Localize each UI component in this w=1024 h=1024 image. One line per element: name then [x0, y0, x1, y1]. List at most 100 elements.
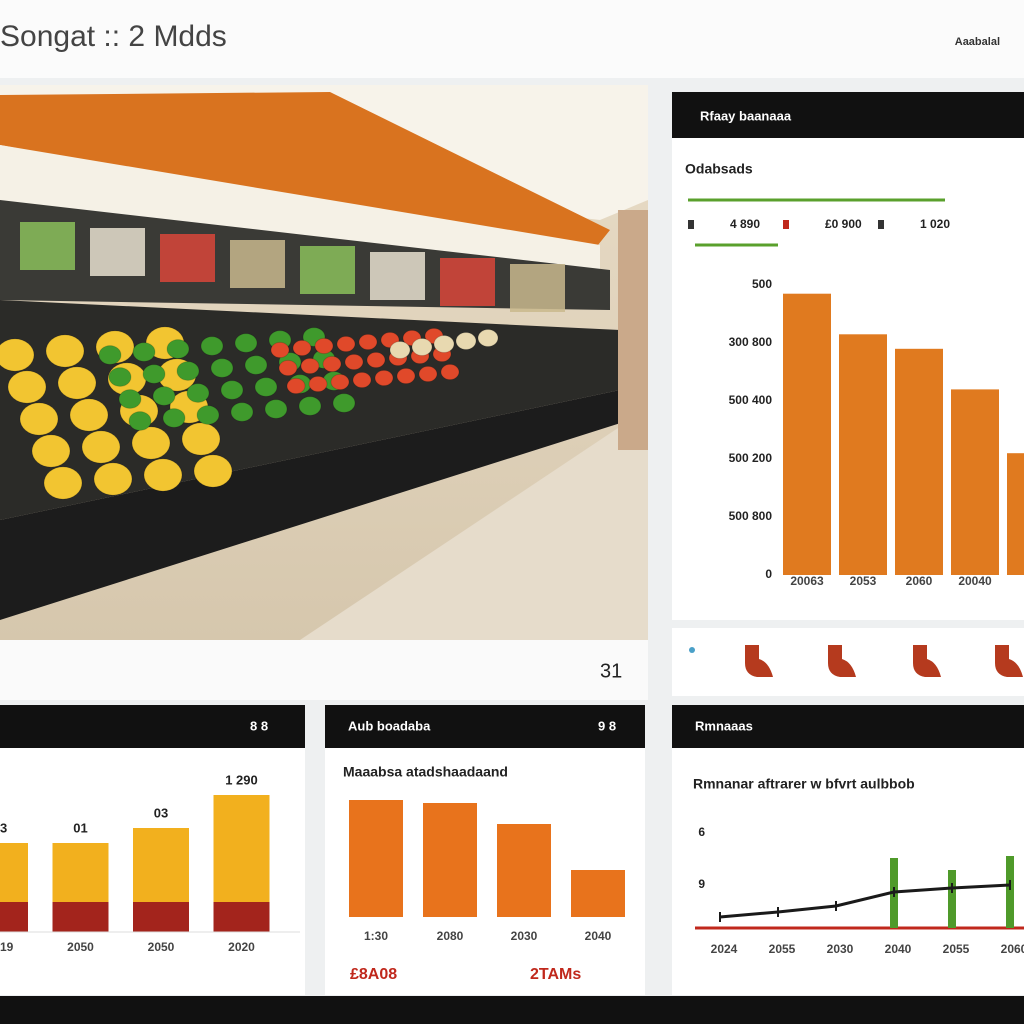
bar-segment	[133, 828, 189, 902]
icon	[995, 645, 1023, 677]
produce	[45, 334, 85, 368]
icon-row	[672, 628, 1024, 696]
store-photo	[0, 85, 648, 640]
panel-header	[0, 705, 305, 748]
photo-caption: 31	[600, 660, 622, 682]
produce	[200, 336, 224, 356]
produce	[0, 338, 35, 372]
produce	[332, 393, 356, 413]
panel-title: Rmnaaas	[695, 718, 753, 733]
bar	[951, 389, 999, 575]
produce	[131, 426, 171, 460]
shelf-item	[20, 222, 75, 270]
bar-annotation: 03	[154, 805, 168, 820]
produce	[19, 402, 59, 436]
produce	[81, 430, 121, 464]
panel-value: 8 8	[250, 718, 268, 733]
orange-band	[0, 92, 610, 255]
produce	[433, 335, 455, 353]
bar-segment	[0, 902, 28, 932]
x-tick-label: 2053	[850, 574, 877, 588]
produce	[440, 363, 460, 381]
x-tick-label: 2020	[228, 940, 255, 954]
produce	[186, 383, 210, 403]
x-tick-label: 2040	[885, 942, 912, 956]
bar	[783, 293, 831, 575]
y-tick-label: 500 200	[729, 451, 773, 465]
x-tick-label: 2055	[943, 942, 970, 956]
y-tick-label: 300 800	[729, 335, 773, 349]
bar-segment	[213, 902, 270, 932]
bar	[895, 348, 943, 575]
shelf-item	[160, 234, 215, 282]
counter-edge	[0, 390, 630, 620]
footer-value: £8A08	[350, 966, 397, 983]
x-tick-label: 2080	[437, 929, 464, 943]
produce	[181, 422, 221, 456]
shelf-item	[230, 240, 285, 288]
bar	[1006, 856, 1014, 928]
shelf-item	[440, 258, 495, 306]
shelf-item	[90, 228, 145, 276]
produce	[336, 335, 356, 353]
produce	[389, 341, 411, 359]
produce	[108, 367, 132, 387]
chart-title: Rmnanar aftrarer w bfvrt aulbbob	[693, 776, 915, 792]
produce	[366, 351, 386, 369]
produce	[344, 353, 364, 371]
chart-title: Maaabsa atadshaadaand	[343, 764, 508, 780]
produce	[210, 358, 234, 378]
dot	[689, 647, 695, 653]
x-tick-label: 2060	[906, 574, 933, 588]
panel-header	[325, 705, 645, 748]
top-bar	[0, 0, 1024, 78]
produce	[330, 373, 350, 391]
panel-title: Aub boadaba	[348, 718, 431, 733]
x-tick-label: 2019	[0, 940, 14, 954]
produce	[43, 466, 83, 500]
produce	[220, 380, 244, 400]
produce	[264, 399, 288, 419]
produce	[142, 364, 166, 384]
x-tick-label: 2024	[711, 942, 738, 956]
produce	[322, 355, 342, 373]
produce	[314, 337, 334, 355]
aisle-floor	[300, 420, 648, 640]
produce	[93, 462, 133, 496]
produce	[244, 355, 268, 375]
produce	[374, 369, 394, 387]
produce	[230, 402, 254, 422]
panel-header	[672, 705, 1024, 748]
legend-swatch	[688, 220, 694, 229]
produce	[98, 345, 122, 365]
shopper	[618, 210, 648, 450]
x-tick-label: 2030	[511, 929, 538, 943]
y-tick-label: 9	[698, 877, 705, 891]
legend-label: 1 020	[920, 217, 950, 231]
footer-value: 2TAMs	[530, 966, 581, 983]
icon	[745, 645, 773, 677]
produce	[411, 338, 433, 356]
icon	[913, 645, 941, 677]
bar	[948, 870, 956, 928]
bar	[423, 803, 477, 917]
produce	[118, 389, 142, 409]
produce	[286, 377, 306, 395]
bar	[349, 800, 403, 917]
bar-segment	[133, 902, 189, 932]
legend-swatch	[878, 220, 884, 229]
produce	[176, 361, 200, 381]
bar	[1007, 453, 1024, 575]
produce	[358, 333, 378, 351]
x-tick-label: 2060	[1001, 942, 1024, 956]
legend-label: 4 890	[730, 217, 760, 231]
legend-swatch	[783, 220, 789, 229]
produce	[166, 339, 190, 359]
produce	[152, 386, 176, 406]
bar-annotation: 01	[73, 820, 87, 835]
line	[719, 883, 1011, 919]
bar-annotation: 03	[0, 820, 7, 835]
y-tick-label: 0	[765, 567, 772, 581]
